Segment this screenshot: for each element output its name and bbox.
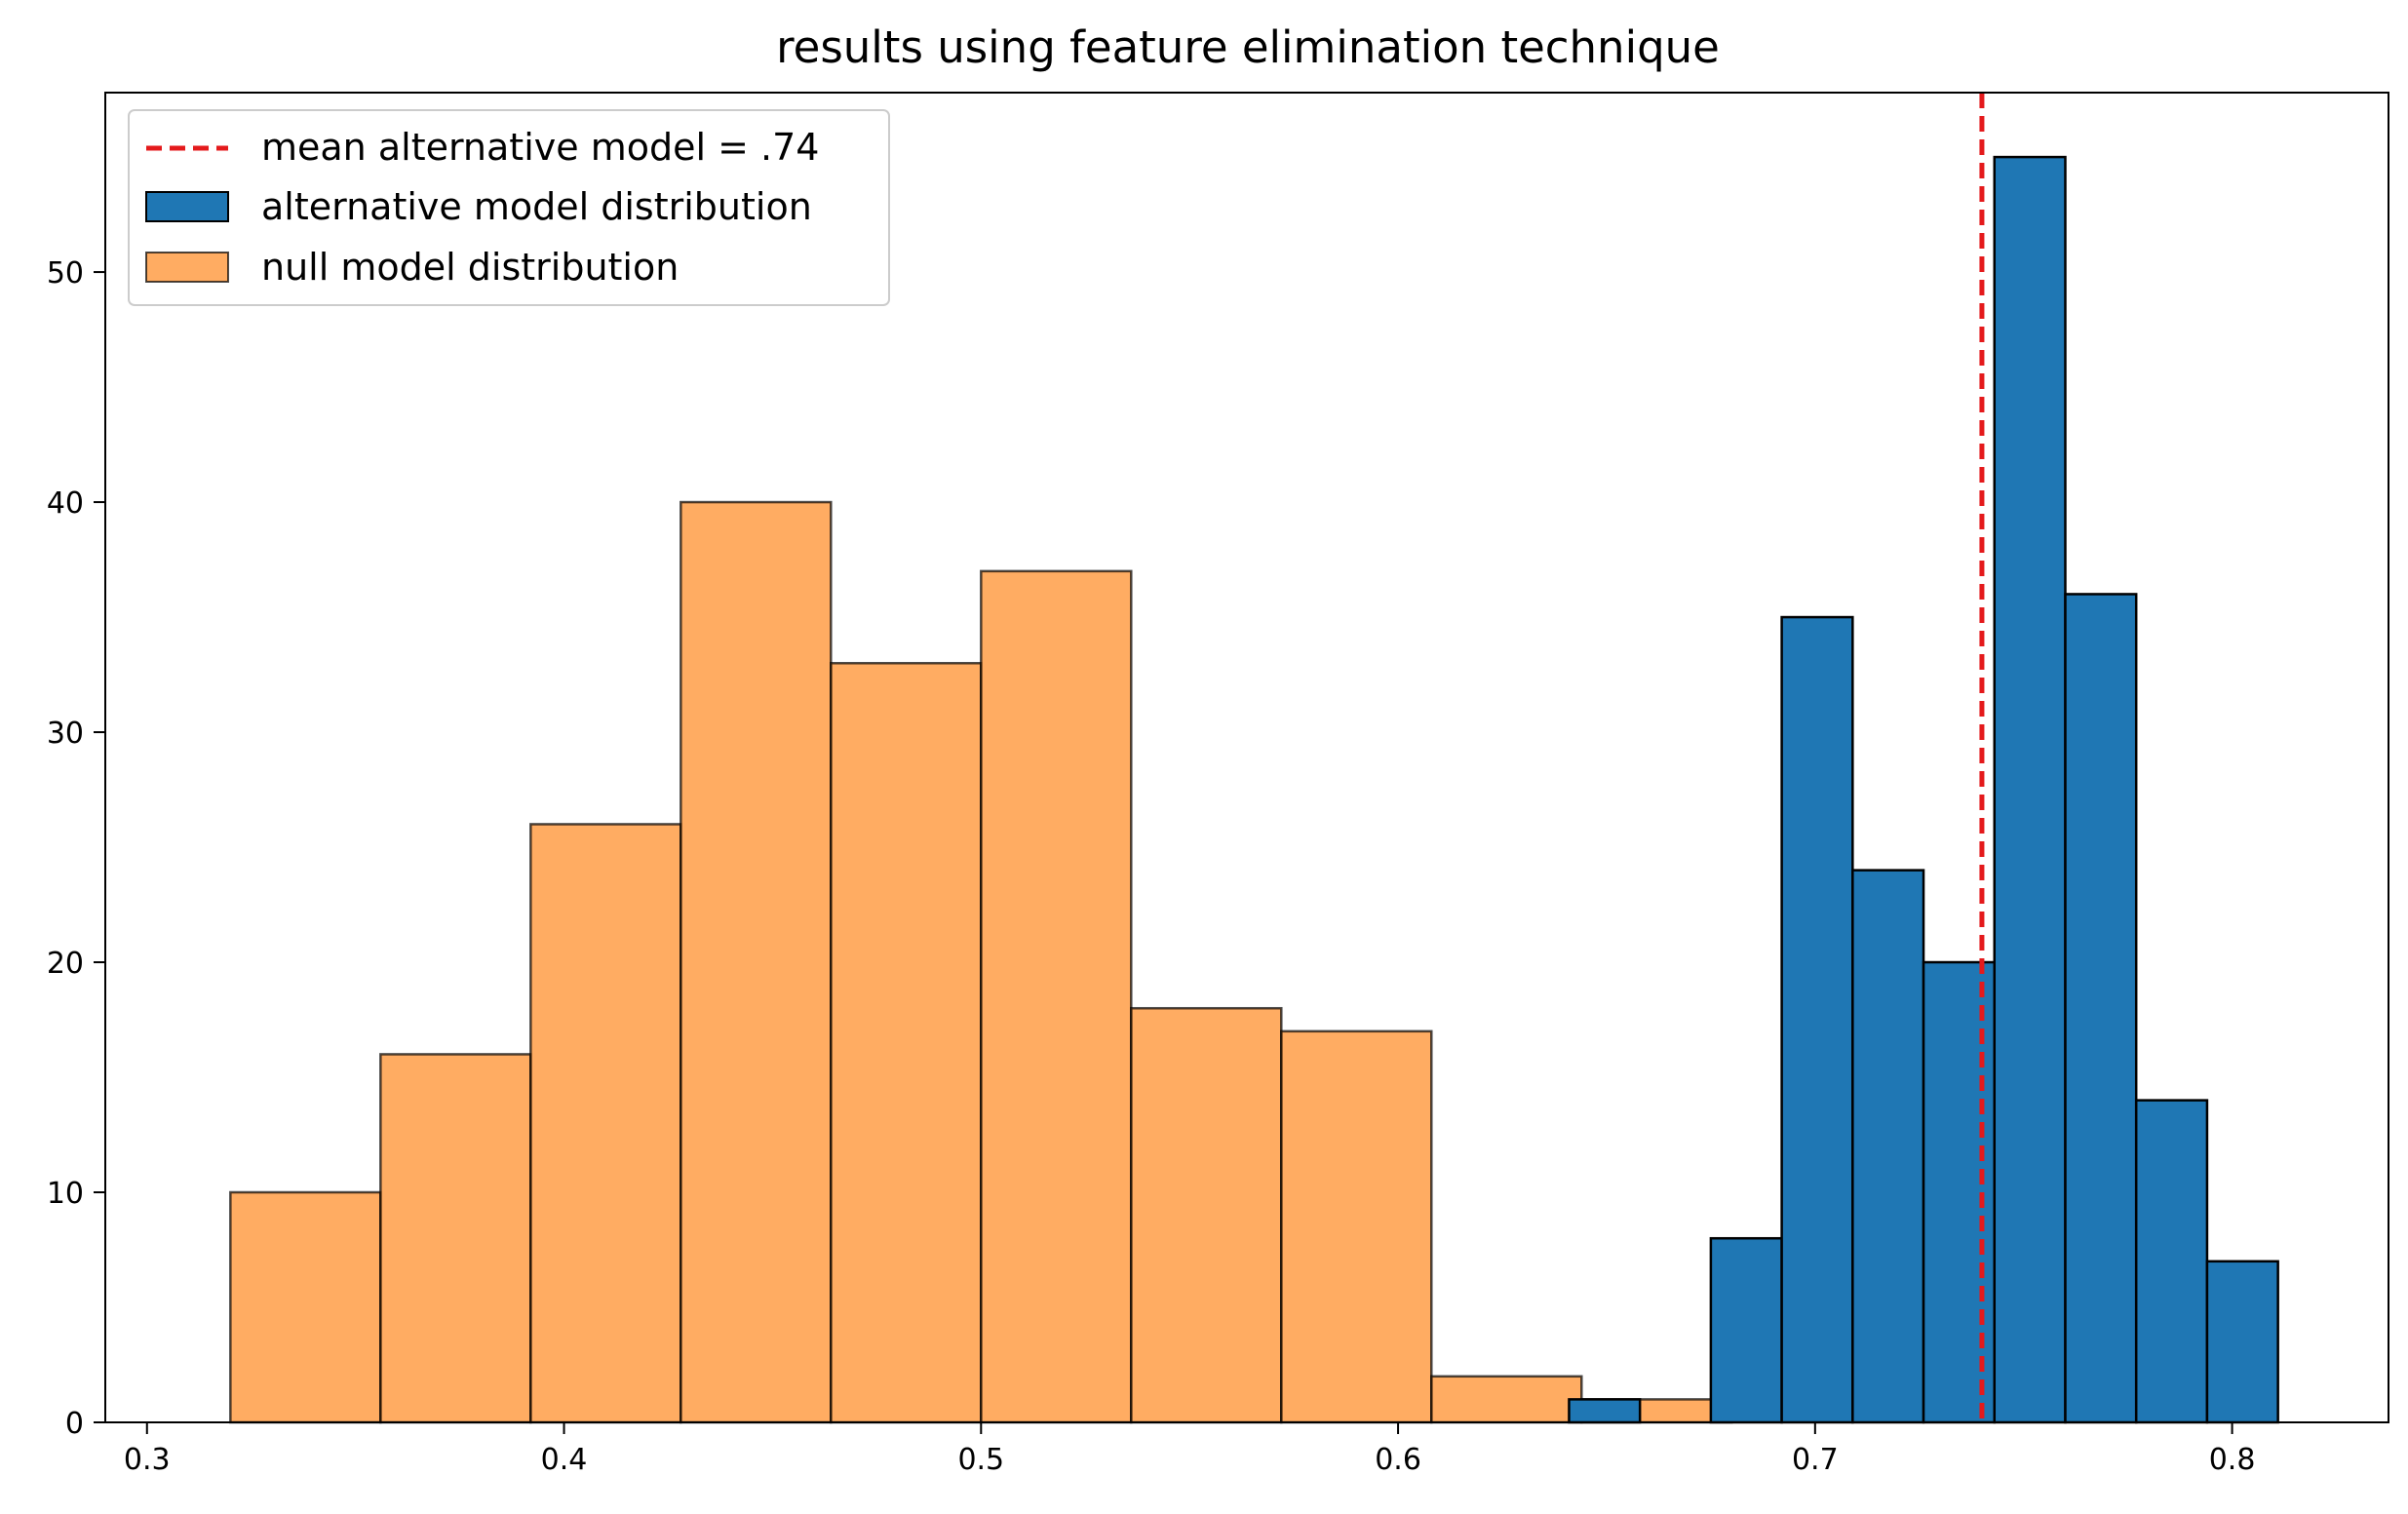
null-bar: [379, 1053, 532, 1424]
alt-bar: [1851, 869, 1925, 1424]
y-tick-label: 40: [47, 486, 84, 521]
alt-bar: [1993, 155, 2067, 1424]
null-bar: [1430, 1375, 1583, 1424]
legend-mean-label: mean alternative model = .74: [261, 126, 819, 169]
y-axis: 0 10 20 30 40 50: [47, 256, 105, 1441]
y-tick-label: 30: [47, 717, 84, 751]
legend-null-label: null model distribution: [261, 246, 679, 289]
null-bar: [529, 823, 682, 1424]
null-bar: [1130, 1006, 1283, 1424]
x-tick-label: 0.6: [1375, 1443, 1421, 1477]
x-tick-label: 0.7: [1792, 1443, 1839, 1477]
legend-null-swatch: [145, 252, 229, 283]
x-tick-label: 0.8: [2209, 1443, 2256, 1477]
null-bar: [229, 1190, 382, 1424]
x-tick-label: 0.5: [957, 1443, 1004, 1477]
y-tick-label: 50: [47, 256, 84, 291]
alt-bar: [1780, 615, 1854, 1424]
alt-bar: [1709, 1236, 1783, 1424]
alt-bar: [2134, 1099, 2209, 1424]
legend: mean alternative model = .74 alternative…: [128, 109, 890, 306]
x-tick-label: 0.3: [124, 1443, 171, 1477]
null-bar: [680, 500, 833, 1424]
y-tick-label: 10: [47, 1177, 84, 1211]
legend-alt-label: alternative model distribution: [261, 185, 812, 228]
legend-alt-swatch: [145, 191, 229, 222]
null-model-bars: [229, 500, 1733, 1424]
y-tick-label: 0: [65, 1407, 84, 1441]
y-tick-label: 20: [47, 947, 84, 981]
alt-bar: [2205, 1260, 2279, 1424]
alternative-model-bars: [1568, 155, 2279, 1424]
x-axis: 0.3 0.4 0.5 0.6 0.7 0.8: [124, 1422, 2256, 1477]
null-bar: [980, 569, 1133, 1424]
x-tick-label: 0.4: [541, 1443, 588, 1477]
chart-title: results using feature elimination techni…: [776, 21, 1720, 73]
null-bar: [830, 661, 983, 1424]
plot-frame: [104, 92, 2389, 1423]
alt-bar: [1568, 1398, 1642, 1424]
null-bar: [1280, 1029, 1433, 1424]
legend-box: [128, 109, 890, 306]
alt-bar: [2064, 593, 2138, 1424]
